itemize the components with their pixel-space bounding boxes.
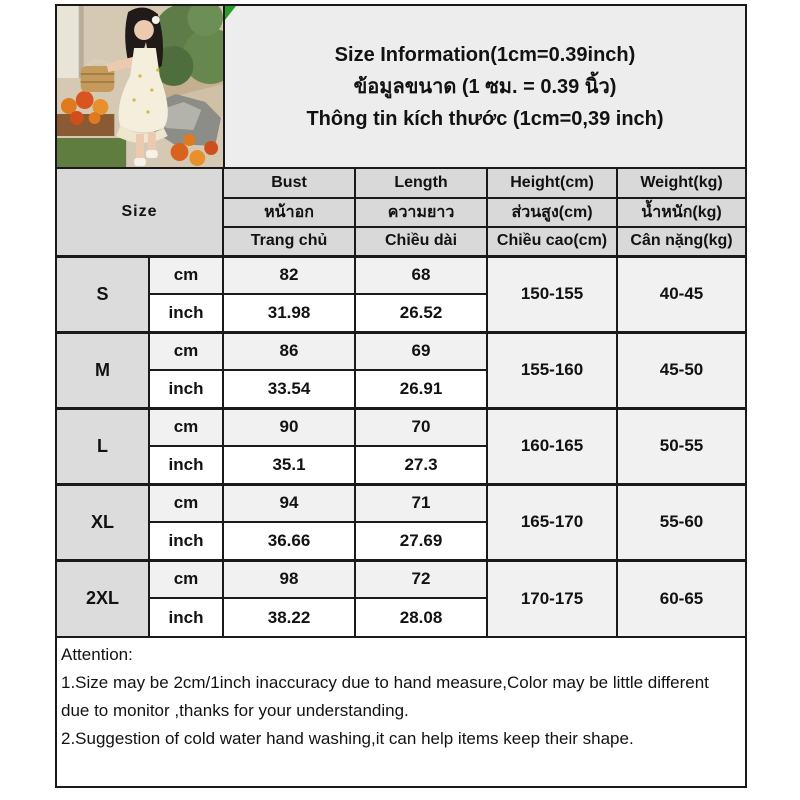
size-label-m: M — [56, 330, 150, 409]
header-row-th: หน้าอก ความยาว ส่วนสูง(cm) น้ำหนัก(kg) — [57, 197, 747, 228]
table-row: M cm 86 69 155-160 45-50 — [56, 330, 747, 409]
col-header-bust-th: หน้าอก — [222, 197, 357, 228]
attention-heading: Attention: — [61, 645, 133, 664]
header-row-en: Size Bust Length Height(cm) Weight(kg) — [55, 168, 747, 257]
col-header-bust-vi: Trang chủ — [222, 226, 357, 257]
bust-cm-value: 82 — [222, 254, 357, 295]
weight-range: 45-50 — [616, 330, 747, 409]
table-row: 2XL cm 98 72 170-175 60-65 — [56, 558, 747, 637]
unit-cm: cm — [147, 254, 225, 295]
col-header-weight-en: Weight(kg) — [616, 168, 747, 199]
bust-cm-value: 90 — [222, 406, 357, 447]
bust-inch-value: 31.98 — [222, 293, 357, 333]
table-row: inch 31.98 26.52 — [57, 293, 745, 333]
table-row: inch 35.1 27.3 — [57, 445, 745, 485]
weight-range: 40-45 — [616, 254, 747, 333]
title-block: Size Information(1cm=0.39inch) ข้อมูลขนา… — [225, 6, 745, 167]
product-photo — [57, 6, 225, 167]
col-header-weight-th: น้ำหนัก(kg) — [616, 197, 747, 228]
col-header-height-vi: Chiều cao(cm) — [486, 226, 619, 257]
length-cm-value: 68 — [354, 254, 489, 295]
col-header-height-en: Height(cm) — [486, 168, 619, 199]
height-range: 170-175 — [486, 558, 619, 637]
length-cm-value: 72 — [354, 558, 489, 599]
bust-inch-value: 36.66 — [222, 521, 357, 561]
attention-note-2: 2.Suggestion of cold water hand washing,… — [61, 729, 634, 748]
length-inch-value: 28.08 — [354, 597, 489, 637]
length-inch-value: 26.91 — [354, 369, 489, 409]
unit-inch: inch — [147, 521, 225, 561]
length-inch-value: 27.3 — [354, 445, 489, 485]
title-english: Size Information(1cm=0.39inch) — [334, 43, 636, 66]
table-row: inch 33.54 26.91 — [57, 369, 745, 409]
size-label-s: S — [56, 254, 150, 333]
attention-notes: Attention: 1.Size may be 2cm/1inch inacc… — [57, 636, 745, 786]
height-range: 155-160 — [486, 330, 619, 409]
attention-note-1: 1.Size may be 2cm/1inch inaccuracy due t… — [61, 673, 709, 720]
unit-inch: inch — [147, 445, 225, 485]
bust-cm-value: 94 — [222, 482, 357, 523]
size-table: Size Bust Length Height(cm) Weight(kg) ห… — [55, 168, 747, 637]
weight-range: 60-65 — [616, 558, 747, 637]
size-header: Size — [55, 168, 225, 257]
bust-inch-value: 38.22 — [222, 597, 357, 637]
title-thai: ข้อมูลขนาด (1 ซม. = 0.39 นิ้ว) — [353, 75, 617, 98]
table-row: XL cm 94 71 165-170 55-60 — [56, 482, 747, 561]
bust-inch-value: 33.54 — [222, 369, 357, 409]
unit-inch: inch — [147, 597, 225, 637]
product-photo-illustration — [57, 6, 223, 167]
unit-cm: cm — [147, 406, 225, 447]
unit-cm: cm — [147, 558, 225, 599]
weight-range: 55-60 — [616, 482, 747, 561]
col-header-bust-en: Bust — [222, 168, 357, 199]
size-label-l: L — [56, 406, 150, 485]
height-range: 165-170 — [486, 482, 619, 561]
height-range: 160-165 — [486, 406, 619, 485]
bust-cm-value: 86 — [222, 330, 357, 371]
bust-cm-value: 98 — [222, 558, 357, 599]
col-header-height-th: ส่วนสูง(cm) — [486, 197, 619, 228]
length-cm-value: 71 — [354, 482, 489, 523]
length-cm-value: 70 — [354, 406, 489, 447]
green-corner-accent — [225, 6, 236, 20]
col-header-length-th: ความยาว — [354, 197, 489, 228]
table-row: inch 36.66 27.69 — [57, 521, 745, 561]
col-header-weight-vi: Cân nặng(kg) — [616, 226, 747, 257]
weight-range: 50-55 — [616, 406, 747, 485]
unit-inch: inch — [147, 369, 225, 409]
size-label-2xl: 2XL — [56, 558, 150, 637]
size-label-xl: XL — [56, 482, 150, 561]
length-inch-value: 26.52 — [354, 293, 489, 333]
size-chart-sheet: Size Information(1cm=0.39inch) ข้อมูลขนา… — [55, 4, 747, 788]
length-cm-value: 69 — [354, 330, 489, 371]
bust-inch-value: 35.1 — [222, 445, 357, 485]
unit-cm: cm — [147, 330, 225, 371]
length-inch-value: 27.69 — [354, 521, 489, 561]
top-section: Size Information(1cm=0.39inch) ข้อมูลขนา… — [57, 6, 745, 169]
header-row-vi: Trang chủ Chiều dài Chiều cao(cm) Cân nặ… — [57, 226, 747, 257]
col-header-length-vi: Chiều dài — [354, 226, 489, 257]
unit-cm: cm — [147, 482, 225, 523]
title-vietnamese: Thông tin kích thước (1cm=0,39 inch) — [306, 107, 664, 130]
table-row: S cm 82 68 150-155 40-45 — [56, 254, 747, 333]
unit-inch: inch — [147, 293, 225, 333]
table-row: L cm 90 70 160-165 50-55 — [56, 406, 747, 485]
col-header-length-en: Length — [354, 168, 489, 199]
height-range: 150-155 — [486, 254, 619, 333]
table-row: inch 38.22 28.08 — [57, 597, 745, 637]
